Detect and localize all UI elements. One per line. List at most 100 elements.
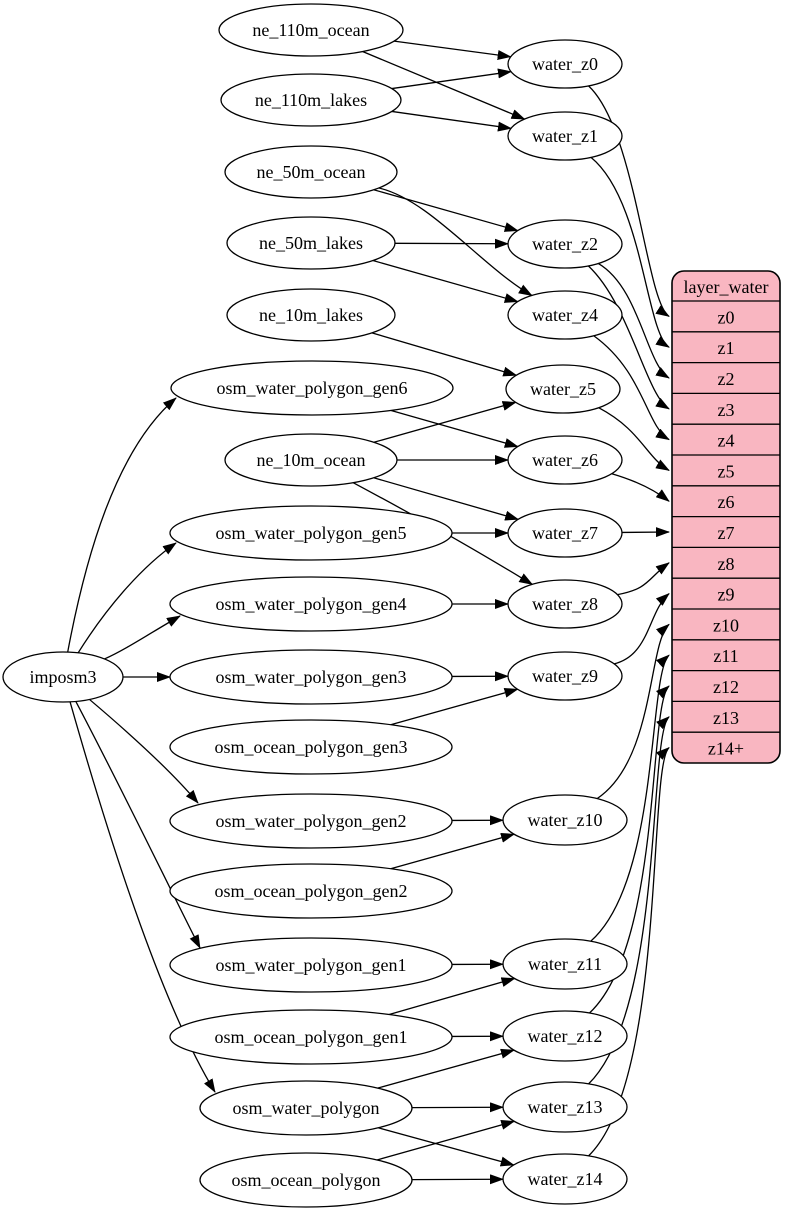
table-row-label-z12: z12 [713, 677, 739, 697]
table-row-z11: z11 [713, 646, 738, 666]
node-osm_ocean_polygon_gen3: osm_ocean_polygon_gen3 [169, 719, 453, 775]
edge-osm_water_polygon-to-water_z14 [377, 1127, 515, 1167]
osm_water_polygon_gen2-label: osm_water_polygon_gen2 [216, 811, 407, 831]
table-row-label-z4: z4 [718, 431, 735, 451]
edge-water_z10-to-layer_water-z10 [596, 623, 670, 800]
edge-water_z9-to-layer_water-z9 [614, 592, 670, 665]
node-osm_ocean_polygon: osm_ocean_polygon [199, 1152, 413, 1208]
water_z7-ellipse [507, 508, 623, 558]
edge-ne_10m_ocean-to-water_z5 [373, 401, 517, 443]
water_z6-label: water_z6 [532, 450, 598, 470]
water_z4-ellipse [507, 290, 623, 340]
edge-water_z2-to-layer_water-z3 [587, 265, 670, 410]
edge-ne_10m_lakes-to-water_z5 [371, 332, 518, 377]
water_z14-label: water_z14 [528, 1169, 603, 1189]
node-water_z10: water_z10 [502, 794, 628, 846]
table-row-z1: z1 [718, 338, 735, 358]
node-water_z2: water_z2 [507, 219, 623, 269]
edge-ne_50m_ocean-to-water_z4 [378, 187, 533, 297]
node-osm_water_polygon_gen1: osm_water_polygon_gen1 [169, 937, 453, 993]
water_z9-ellipse [507, 651, 623, 701]
node-water_z7: water_z7 [507, 508, 623, 558]
node-osm_water_polygon_gen3: osm_water_polygon_gen3 [169, 649, 453, 705]
osm_ocean_polygon_gen1-ellipse [169, 1009, 453, 1065]
table-row-z5: z5 [718, 461, 735, 481]
table-row-label-z11: z11 [713, 646, 738, 666]
water_z5-ellipse [505, 364, 621, 414]
osm_ocean_polygon_gen2-label: osm_ocean_polygon_gen2 [215, 881, 408, 901]
edge-imposm3-to-osm_water_polygon_gen4 [104, 615, 181, 660]
osm_water_polygon_gen2-ellipse [169, 793, 453, 849]
edge-ne_50m_lakes-to-water_z4 [372, 259, 519, 303]
table-row-z12: z12 [713, 677, 739, 697]
node-water_z6: water_z6 [507, 435, 623, 485]
edge-ne_110m_lakes-to-water_z1 [391, 110, 512, 132]
node-water_z8: water_z8 [507, 579, 623, 629]
edge-imposm3-to-osm_water_polygon_gen2 [89, 698, 199, 804]
table-row-label-z10: z10 [713, 615, 739, 635]
edge-osm_water_polygon_gen6-to-water_z6 [390, 409, 519, 448]
edge-osm_ocean_polygon_gen2-to-water_z10 [390, 832, 516, 870]
ne_10m_ocean-ellipse [224, 433, 398, 487]
edge-osm_ocean_polygon_gen1-to-water_z11 [389, 977, 516, 1016]
osm_water_polygon_gen4-ellipse [169, 576, 453, 632]
ne_10m_lakes-label: ne_10m_lakes [259, 305, 363, 325]
edge-ne_10m_ocean-to-water_z8 [352, 482, 534, 585]
edge-ne_110m_lakes-to-water_z0 [391, 68, 512, 90]
edge-osm_ocean_polygon-to-water_z13 [376, 1120, 516, 1161]
edge-imposm3-to-osm_water_polygon_gen1 [75, 701, 201, 949]
ne_50m_ocean-label: ne_50m_ocean [257, 162, 366, 182]
layer-water-header-label: layer_water [684, 277, 769, 297]
table-row-label-z13: z13 [713, 708, 739, 728]
edge-osm_water_polygon-to-water_z12 [377, 1048, 515, 1089]
node-water_z0: water_z0 [507, 39, 623, 89]
edge-water_z11-to-layer_water-z11 [590, 654, 670, 942]
node-osm_water_polygon_gen2: osm_water_polygon_gen2 [169, 793, 453, 849]
imposm3-ellipse [2, 651, 124, 703]
table-row-label-z1: z1 [718, 338, 735, 358]
water_z13-label: water_z13 [528, 1097, 603, 1117]
osm_water_polygon_gen3-ellipse [169, 649, 453, 705]
node-ne_50m_ocean: ne_50m_ocean [224, 145, 398, 199]
osm_water_polygon_gen1-ellipse [169, 937, 453, 993]
table-row-z0: z0 [718, 307, 735, 327]
edge-ne_10m_ocean-to-water_z7 [373, 477, 520, 521]
water_z13-ellipse [502, 1081, 628, 1133]
node-water_z14: water_z14 [502, 1153, 628, 1205]
edge-imposm3-to-osm_water_polygon_gen6 [67, 397, 177, 653]
table-row-z9: z9 [718, 585, 735, 605]
edge-water_z4-to-layer_water-z4 [593, 335, 670, 441]
water_z4-label: water_z4 [532, 305, 598, 325]
osm_water_polygon_gen5-label: osm_water_polygon_gen5 [216, 523, 407, 543]
edge-ne_110m_ocean-to-water_z0 [394, 40, 512, 60]
ne_10m_ocean-label: ne_10m_ocean [257, 450, 366, 470]
water_z9-label: water_z9 [532, 666, 598, 686]
table-row-label-z9: z9 [718, 585, 735, 605]
osm_water_polygon_gen5-ellipse [169, 505, 453, 561]
ne_50m_lakes-label: ne_50m_lakes [259, 233, 363, 253]
table-row-z14+: z14+ [708, 739, 744, 759]
node-water_z1: water_z1 [507, 111, 623, 161]
edge-water_z6-to-layer_water-z6 [611, 473, 670, 502]
osm_ocean_polygon_gen3-ellipse [169, 719, 453, 775]
table-row-z8: z8 [718, 554, 735, 574]
osm_water_polygon-ellipse [199, 1080, 413, 1136]
edge-osm_ocean_polygon_gen3-to-water_z9 [390, 687, 519, 726]
water_z12-ellipse [502, 1010, 628, 1062]
node-ne_110m_ocean: ne_110m_ocean [218, 3, 404, 57]
water_z6-ellipse [507, 435, 623, 485]
node-ne_50m_lakes: ne_50m_lakes [226, 216, 396, 270]
water_z14-ellipse [502, 1153, 628, 1205]
edge-water_z5-to-layer_water-z5 [598, 407, 670, 471]
node-water_z12: water_z12 [502, 1010, 628, 1062]
osm_water_polygon_gen1-label: osm_water_polygon_gen1 [216, 955, 407, 975]
osm_ocean_polygon_gen1-label: osm_ocean_polygon_gen1 [215, 1027, 408, 1047]
node-ne_110m_lakes: ne_110m_lakes [220, 73, 402, 127]
water_z1-label: water_z1 [532, 126, 598, 146]
ne_50m_ocean-ellipse [224, 145, 398, 199]
node-osm_water_polygon: osm_water_polygon [199, 1080, 413, 1136]
ne_110m_ocean-ellipse [218, 3, 404, 57]
table-row-label-z6: z6 [718, 492, 735, 512]
node-ne_10m_lakes: ne_10m_lakes [226, 288, 396, 342]
edge-imposm3-to-osm_water_polygon [69, 701, 216, 1093]
